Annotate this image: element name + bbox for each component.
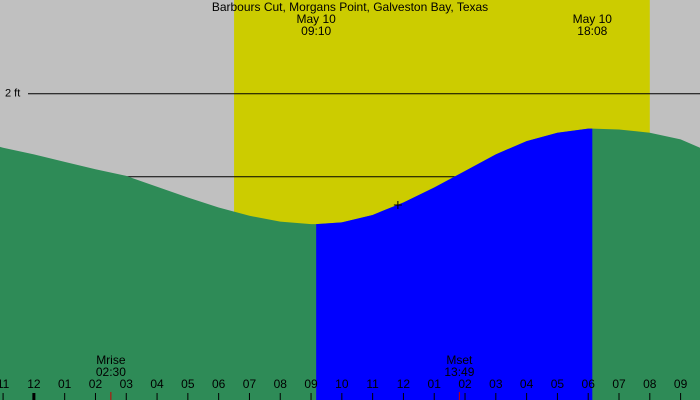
event-date: May 10	[573, 12, 613, 26]
moon-label: Mrise	[96, 353, 126, 367]
chart-title: Barbours Cut, Morgans Point, Galveston B…	[212, 0, 488, 14]
x-tick-label: 11	[0, 377, 10, 391]
x-tick-label: 06	[212, 377, 226, 391]
x-tick-label: 04	[520, 377, 534, 391]
x-tick-label: 05	[181, 377, 195, 391]
x-tick-label: 05	[551, 377, 565, 391]
x-tick-label: 08	[643, 377, 657, 391]
event-date: May 10	[296, 12, 336, 26]
x-tick-label: 07	[243, 377, 257, 391]
x-tick-label: 04	[150, 377, 164, 391]
moon-time: 02:30	[96, 365, 126, 379]
x-tick-label: 10	[335, 377, 349, 391]
y-tick-label: 2 ft	[5, 88, 20, 100]
x-tick-label: 12	[397, 377, 411, 391]
event-time: 18:08	[577, 24, 607, 38]
x-tick-label: 08	[274, 377, 288, 391]
x-tick-label: 03	[489, 377, 503, 391]
x-tick-label: 06	[582, 377, 596, 391]
x-tick-label: 01	[58, 377, 72, 391]
moon-label: Mset	[446, 353, 473, 367]
moon-time: 13:49	[444, 365, 474, 379]
x-tick-label: 09	[674, 377, 688, 391]
now-marker	[393, 200, 402, 209]
x-tick-label: 11	[366, 377, 379, 391]
x-tick-label: 02	[458, 377, 472, 391]
x-tick-label: 09	[304, 377, 318, 391]
x-tick-label: 07	[612, 377, 626, 391]
event-time: 09:10	[301, 24, 331, 38]
x-tick-label: 01	[428, 377, 442, 391]
x-tick-label: 02	[89, 377, 103, 391]
x-tick-label: 03	[120, 377, 134, 391]
x-tick-label: 12	[27, 377, 41, 391]
rising-tide-area	[316, 128, 593, 400]
